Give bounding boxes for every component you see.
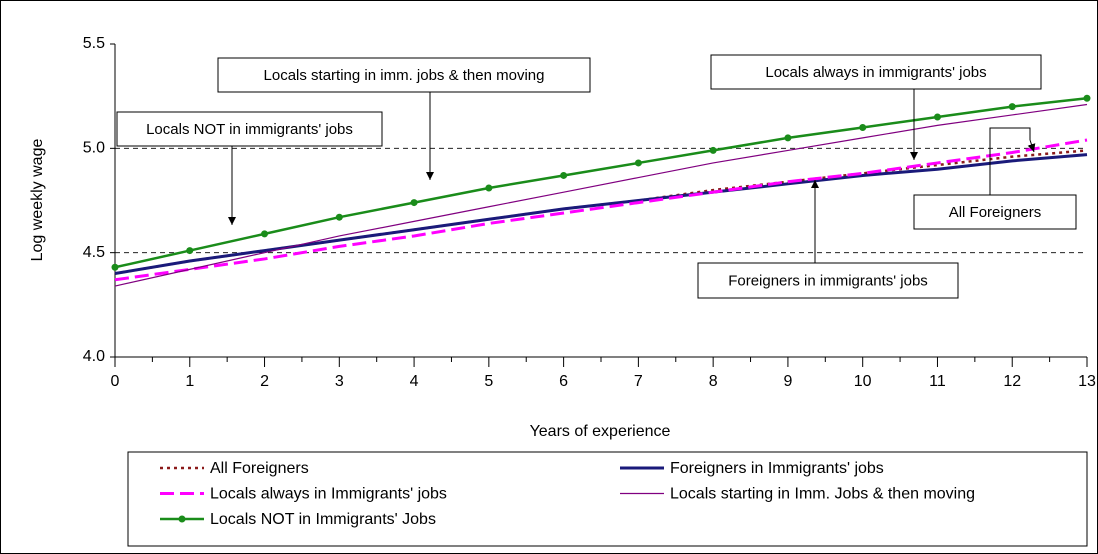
y-tick-label: 4.5 [83, 244, 105, 261]
x-tick-label: 1 [185, 373, 194, 390]
series-marker [1008, 103, 1016, 111]
x-tick-label: 12 [1003, 373, 1021, 390]
x-tick-label: 0 [111, 373, 120, 390]
annotation: Locals NOT in immigrants' jobs [146, 121, 353, 138]
series-line [114, 103, 1088, 287]
x-tick-label: 2 [260, 373, 269, 390]
x-tick-label: 13 [1078, 373, 1096, 390]
x-tick-label: 9 [783, 373, 792, 390]
series-marker [335, 213, 343, 221]
series-marker [485, 184, 493, 192]
annotation-bracket [989, 127, 1031, 195]
legend-label: All Foreigners [210, 460, 309, 477]
series-marker [709, 146, 717, 154]
series-marker [560, 171, 568, 179]
annotation-box [710, 54, 1042, 90]
x-tick-label: 7 [634, 373, 643, 390]
annotation: Locals always in immigrants' jobs [765, 64, 986, 81]
series-line [114, 153, 1088, 276]
series-marker [111, 263, 119, 271]
series-marker [933, 113, 941, 121]
legend-label: Locals NOT in Immigrants' Jobs [210, 511, 436, 528]
annotation-box [217, 57, 591, 93]
annotation-arrow [1027, 139, 1036, 153]
legend-label: Foreigners in Immigrants' jobs [670, 460, 884, 477]
x-tick-label: 10 [854, 373, 872, 390]
series-marker [1083, 94, 1091, 102]
series-marker [784, 134, 792, 142]
y-tick-label: 5.5 [83, 35, 105, 52]
series-marker [410, 199, 418, 207]
x-tick-label: 4 [410, 373, 419, 390]
y-tick-label: 5.0 [83, 140, 105, 157]
annotation: Foreigners in immigrants' jobs [728, 272, 928, 289]
series-marker [859, 123, 867, 131]
legend-label: Locals starting in Imm. Jobs & then movi… [670, 486, 975, 503]
x-tick-label: 3 [335, 373, 344, 390]
x-axis-title: Years of experience [530, 423, 671, 440]
x-tick-label: 11 [929, 373, 946, 390]
x-tick-label: 6 [559, 373, 568, 390]
annotation-box [913, 194, 1077, 230]
series-marker [261, 230, 269, 238]
y-tick-label: 4.0 [83, 348, 105, 365]
annotation-box [116, 111, 383, 147]
annotation-box [697, 262, 959, 299]
x-tick-label: 8 [709, 373, 718, 390]
annotation: All Foreigners [949, 204, 1042, 221]
series-marker [634, 159, 642, 167]
series-line [114, 138, 1088, 282]
annotation: Locals starting in imm. jobs & then movi… [264, 67, 545, 84]
legend-box [127, 451, 1088, 547]
legend-label: Locals always in Immigrants' jobs [210, 486, 447, 503]
x-tick-label: 5 [484, 373, 493, 390]
series-marker [186, 247, 194, 255]
legend-marker [178, 515, 186, 523]
series-line [114, 97, 1088, 269]
y-axis-title: Log weekly wage [29, 139, 46, 262]
